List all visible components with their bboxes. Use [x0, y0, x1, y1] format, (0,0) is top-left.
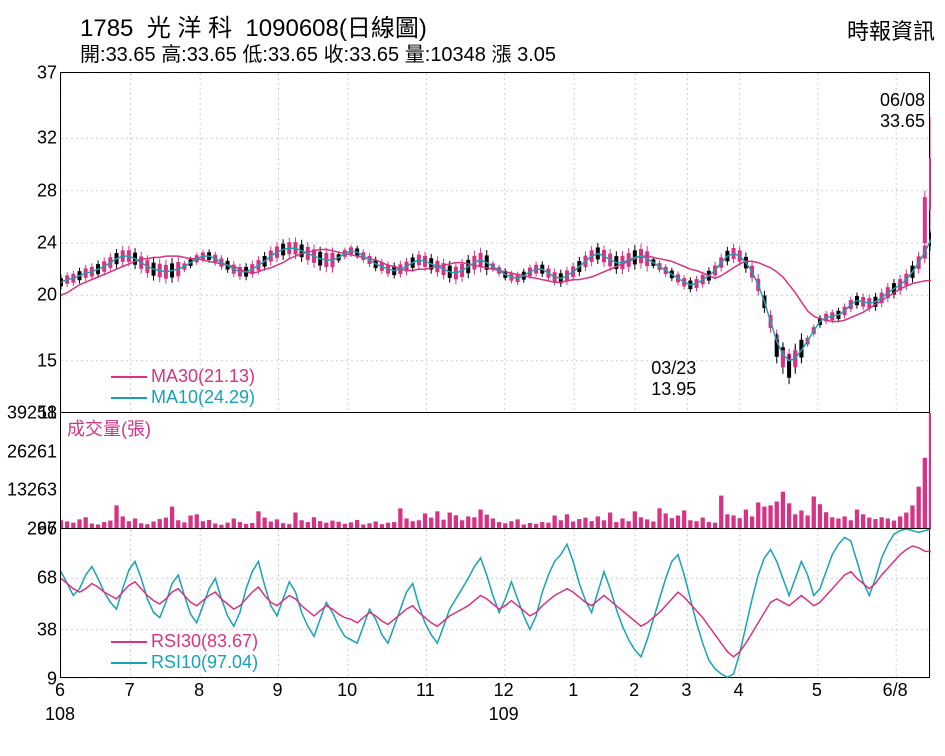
x-tick-label: 3 [681, 680, 691, 701]
last-value: 33.65 [880, 111, 925, 132]
x-year-label: 109 [489, 704, 519, 725]
volume-chart-label: 成交量(張) [67, 415, 151, 441]
volume-chart-svg [61, 413, 931, 529]
x-year-label: 108 [45, 704, 75, 725]
last-annotation: 06/08 33.65 [880, 90, 925, 132]
close-value: 33.65 [349, 44, 399, 66]
price-ytick: 15 [37, 350, 61, 371]
x-tick-label: 2 [629, 680, 639, 701]
volume-ytick: 13263 [7, 480, 61, 501]
high-label: 高: [161, 44, 187, 66]
rsi-legend: RSI30(83.67) RSI10(97.04) [111, 631, 258, 673]
ma10-label: MA10(24.29) [151, 387, 255, 407]
data-source: 時報資訊 [847, 14, 935, 46]
change-value: 3.05 [517, 44, 556, 66]
low-date: 03/23 [651, 358, 696, 379]
rsi10-label: RSI10(97.04) [151, 652, 258, 672]
ma30-label: MA30(21.13) [151, 366, 255, 386]
x-tick-label: 11 [416, 680, 435, 701]
x-tick-label: 6 [55, 680, 65, 701]
price-ytick: 37 [37, 63, 61, 84]
last-date: 06/08 [880, 90, 925, 111]
x-axis: 6789101112123456/8108109 [60, 680, 930, 740]
low-label: 低: [242, 44, 268, 66]
volume-panel: 266132632626139258 成交量(張) [60, 412, 930, 528]
x-tick-label: 4 [734, 680, 744, 701]
low-value: 13.95 [651, 379, 696, 400]
x-tick-label: 7 [125, 680, 135, 701]
low-annotation: 03/23 13.95 [651, 358, 696, 400]
volume-value: 10348 [430, 44, 486, 66]
price-ytick: 24 [37, 233, 61, 254]
low-value: 33.65 [268, 44, 318, 66]
x-tick-label: 8 [194, 680, 204, 701]
price-ytick: 32 [37, 128, 61, 149]
price-panel: 11152024283237 MA30(21.13) MA10(24.29) 0… [60, 72, 930, 412]
price-ytick: 20 [37, 285, 61, 306]
price-ytick: 28 [37, 180, 61, 201]
rsi-panel: 9386897 RSI30(83.67) RSI10(97.04) [60, 528, 930, 678]
volume-ytick: 26261 [7, 441, 61, 462]
x-tick-label: 10 [337, 680, 357, 701]
rsi-ytick: 38 [37, 619, 61, 640]
high-value: 33.65 [187, 44, 237, 66]
ohlc-summary: 開:33.65 高:33.65 低:33.65 收:33.65 量:10348 … [80, 38, 556, 67]
volume-label: 量: [405, 44, 431, 66]
x-tick-label: 6/8 [883, 680, 908, 701]
rsi30-label: RSI30(83.67) [151, 631, 258, 651]
price-chart-svg [61, 73, 931, 413]
x-tick-label: 1 [568, 680, 578, 701]
ma-legend: MA30(21.13) MA10(24.29) [111, 366, 255, 408]
change-label: 漲 [492, 44, 512, 66]
stock-chart-container: 1785 光 洋 科 1090608(日線圖) 時報資訊 開:33.65 高:3… [0, 0, 945, 756]
rsi-ytick: 68 [37, 568, 61, 589]
open-value: 33.65 [106, 44, 156, 66]
close-label: 收: [324, 44, 350, 66]
open-label: 開: [80, 44, 106, 66]
rsi-ytick: 97 [37, 519, 61, 540]
volume-ytick: 39258 [7, 403, 61, 424]
x-tick-label: 12 [494, 680, 514, 701]
x-tick-label: 5 [812, 680, 822, 701]
x-tick-label: 9 [272, 680, 282, 701]
